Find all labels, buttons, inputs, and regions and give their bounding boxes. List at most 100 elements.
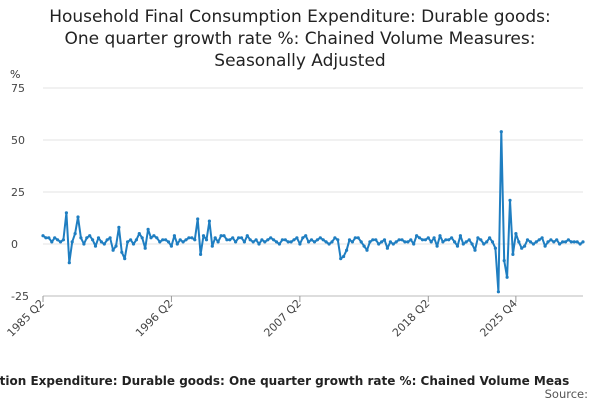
data-point <box>345 248 349 252</box>
data-point <box>412 242 416 246</box>
chart-title-line-3: Seasonally Adjusted <box>214 51 386 71</box>
chart-title: Household Final Consumption Expenditure:… <box>0 6 600 72</box>
data-point <box>350 240 354 244</box>
data-point <box>476 236 480 240</box>
data-point <box>239 236 244 240</box>
data-point <box>447 238 451 242</box>
data-point <box>473 248 477 252</box>
data-point <box>508 198 512 202</box>
data-point <box>187 236 191 240</box>
data-point <box>277 242 281 246</box>
data-point <box>155 236 159 240</box>
data-point <box>572 240 576 244</box>
data-point <box>569 240 573 244</box>
data-point <box>44 236 48 240</box>
data-point <box>61 238 65 242</box>
data-point <box>517 240 521 244</box>
data-point <box>196 217 200 221</box>
x-tick-label: 1996 Q2 <box>133 297 176 340</box>
series-line <box>42 130 584 293</box>
data-point <box>371 238 375 242</box>
x-tick-label: 2018 Q2 <box>390 297 433 340</box>
data-point <box>558 242 562 246</box>
data-point <box>222 234 226 238</box>
data-point <box>96 236 101 240</box>
data-point <box>172 234 176 238</box>
data-point <box>245 234 249 238</box>
data-point <box>207 219 211 223</box>
data-point <box>204 238 209 242</box>
data-point <box>73 232 77 236</box>
x-axis: 1985 Q2 1996 Q2 2007 Q2 2018 Q2 2025 Q4 <box>5 296 520 339</box>
data-point <box>105 238 109 242</box>
data-point <box>464 240 468 244</box>
data-point <box>493 246 497 250</box>
data-point <box>420 238 425 242</box>
data-point <box>257 242 261 246</box>
data-point <box>415 234 419 238</box>
data-point <box>169 244 173 248</box>
y-tick-label-25: 25 <box>11 186 25 199</box>
data-point <box>388 240 392 244</box>
data-point <box>161 238 165 242</box>
data-point <box>537 238 541 242</box>
data-point <box>248 238 252 242</box>
data-point <box>453 240 457 244</box>
data-point <box>234 240 238 244</box>
data-point <box>523 244 527 248</box>
data-point <box>47 236 51 240</box>
data-point <box>438 234 442 238</box>
data-point <box>581 240 585 244</box>
data-point <box>254 238 258 242</box>
data-point <box>190 236 194 240</box>
data-point <box>289 240 293 244</box>
data-point <box>406 240 410 244</box>
data-point <box>432 236 436 240</box>
data-point <box>274 240 279 244</box>
data-point <box>213 236 217 240</box>
data-point <box>50 240 54 244</box>
data-point <box>397 238 401 242</box>
data-point <box>219 234 223 238</box>
data-point <box>312 240 317 244</box>
footer-series-name: umption Expenditure: Durable goods: One … <box>0 374 570 388</box>
data-point <box>67 261 71 265</box>
data-point <box>365 248 369 252</box>
data-point <box>76 215 80 219</box>
data-point <box>178 238 182 242</box>
data-point <box>280 238 284 242</box>
data-point <box>301 236 305 240</box>
data-point <box>330 240 334 244</box>
data-point <box>309 238 314 242</box>
data-point <box>315 238 319 242</box>
data-point <box>409 238 413 242</box>
data-point <box>561 240 565 244</box>
data-point <box>216 240 220 244</box>
data-point <box>534 240 538 244</box>
data-point <box>181 240 185 244</box>
data-point <box>575 240 579 244</box>
data-point <box>546 240 550 244</box>
data-point <box>450 236 454 240</box>
data-point <box>193 238 197 242</box>
data-point <box>467 238 471 242</box>
data-point <box>339 257 343 261</box>
data-point <box>391 242 395 246</box>
data-point <box>140 236 144 240</box>
data-point <box>137 232 141 236</box>
data-point <box>441 240 445 244</box>
data-point <box>199 252 203 256</box>
data-point <box>263 240 267 244</box>
data-point <box>64 211 68 215</box>
data-point <box>56 238 60 242</box>
data-point <box>353 236 357 240</box>
data-point <box>327 242 331 246</box>
data-point <box>251 240 255 244</box>
data-point <box>485 240 489 244</box>
data-point <box>514 232 518 236</box>
data-point <box>377 242 381 246</box>
data-point <box>269 236 273 240</box>
data-point <box>482 242 486 246</box>
data-point <box>417 236 422 240</box>
data-point <box>324 240 328 244</box>
